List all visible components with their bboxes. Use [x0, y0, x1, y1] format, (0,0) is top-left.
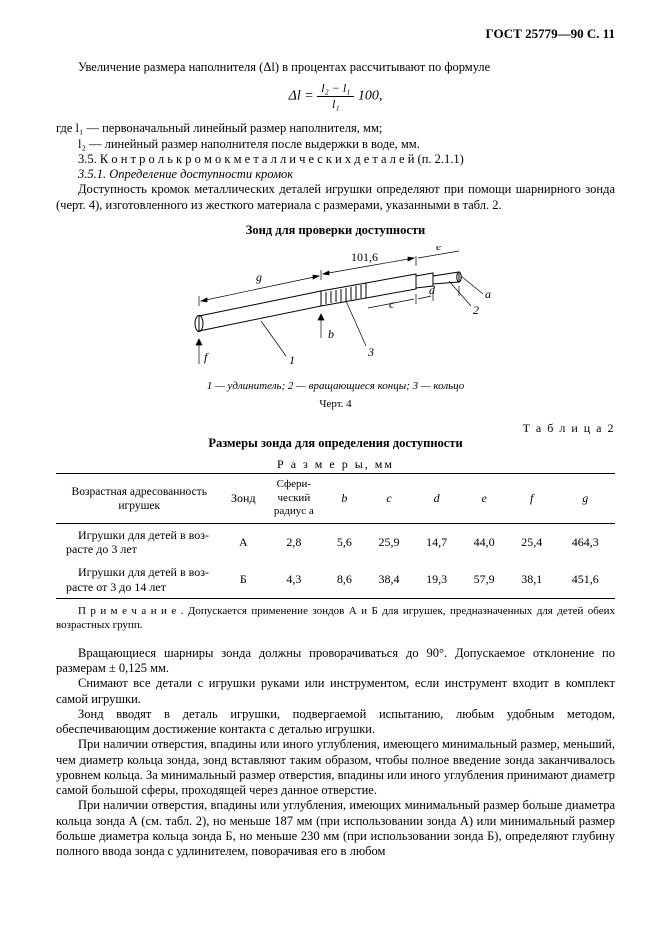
table-header-cell: f [508, 474, 556, 523]
table-cell: 38,1 [508, 561, 556, 599]
table-cell: 464,3 [555, 523, 615, 561]
table-cell: 5,6 [324, 523, 366, 561]
table-units: Р а з м е р ы, мм [56, 457, 615, 472]
formula-lhs: Δl = [289, 88, 318, 103]
formula-rhs: 100, [354, 88, 382, 103]
table-cell: 451,6 [555, 561, 615, 599]
table-cell: 44,0 [460, 523, 508, 561]
table-cell: 25,9 [365, 523, 413, 561]
lbl-3: 3 [367, 345, 374, 359]
table-row: Игрушки для детей в воз- расте от 3 до 1… [56, 561, 615, 599]
formula-den: l₁ [317, 97, 354, 112]
table-cell: Игрушки для детей в воз- расте до 3 лет [56, 523, 223, 561]
table-header-cell: g [555, 474, 615, 523]
dim-f: f [204, 350, 209, 364]
where-l1: где l₁ — первоначальный линейный размер … [56, 121, 615, 136]
dim-d: d [429, 283, 436, 297]
para-7: Снимают все детали с игрушки руками или … [56, 676, 615, 707]
page-header: ГОСТ 25779—90 С. 11 [56, 26, 615, 42]
table-2: Возрастная адресованность игрушекЗондСфе… [56, 473, 615, 599]
dim-e: e [436, 246, 442, 253]
sec-3-5-1: 3.5.1. Определение доступности кромок [56, 167, 615, 182]
table-cell: 38,4 [365, 561, 413, 599]
lbl-1: 1 [289, 353, 295, 367]
fig-legend: 1 — удлинитель; 2 — вращающиеся концы; 3… [56, 380, 615, 393]
fig-number: Черт. 4 [56, 398, 615, 411]
table-cell: 19,3 [413, 561, 461, 599]
para-8: Зонд вводят в деталь игрушки, подвергаем… [56, 707, 615, 738]
table-header-cell: Зонд [223, 474, 265, 523]
para-10: При наличии отверстия, впадины или углуб… [56, 798, 615, 859]
table-cell: Б [223, 561, 265, 599]
table-header-cell: Сфери- ческий радиус a [264, 474, 323, 523]
fig-title: Зонд для проверки доступности [56, 223, 615, 238]
para-access: Доступность кромок металлических деталей… [56, 182, 615, 213]
dim-a: a [485, 287, 491, 301]
table-header-cell: c [365, 474, 413, 523]
table-cell: 14,7 [413, 523, 461, 561]
table-cell: 8,6 [324, 561, 366, 599]
para-9: При наличии отверстия, впадины или иного… [56, 737, 615, 798]
table-header-cell: b [324, 474, 366, 523]
table-cell: 25,4 [508, 523, 556, 561]
dim-c: c [389, 297, 395, 311]
para-intro: Увеличение размера наполнителя (Δl) в пр… [56, 60, 615, 75]
formula-num: l₂ − l₁ [317, 81, 354, 97]
where-l2: l₂ — линейный размер наполнителя после в… [78, 137, 615, 152]
table-2-caption: Размеры зонда для определения доступност… [56, 436, 615, 451]
table-header-cell: d [413, 474, 461, 523]
formula: Δl = l₂ − l₁l₁ 100, [56, 81, 615, 111]
dim-101: 101,6 [351, 250, 378, 264]
table-cell: 57,9 [460, 561, 508, 599]
dim-g: g [256, 270, 262, 284]
table-cell: 4,3 [264, 561, 323, 599]
dim-b: b [328, 327, 334, 341]
table-row: Игрушки для детей в воз- расте до 3 летА… [56, 523, 615, 561]
table-cell: Игрушки для детей в воз- расте от 3 до 1… [56, 561, 223, 599]
table-header-cell: Возрастная адресованность игрушек [56, 474, 223, 523]
table-header-cell: e [460, 474, 508, 523]
figure-4: g 101,6 e d c a b f 1 3 2 [56, 246, 615, 376]
sec-3-5: 3.5. К о н т р о л ь к р о м о к м е т а… [56, 152, 615, 167]
lbl-2: 2 [473, 303, 479, 317]
table-cell: А [223, 523, 265, 561]
table-note: П р и м е ч а н и е . Допускается примен… [56, 605, 615, 632]
table-cell: 2,8 [264, 523, 323, 561]
table-2-label: Т а б л и ц а 2 [56, 421, 615, 436]
para-6: Вращающиеся шарниры зонда должны провора… [56, 646, 615, 677]
